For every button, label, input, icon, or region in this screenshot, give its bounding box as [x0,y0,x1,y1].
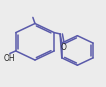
Text: OH: OH [3,54,15,63]
Text: O: O [61,43,67,52]
